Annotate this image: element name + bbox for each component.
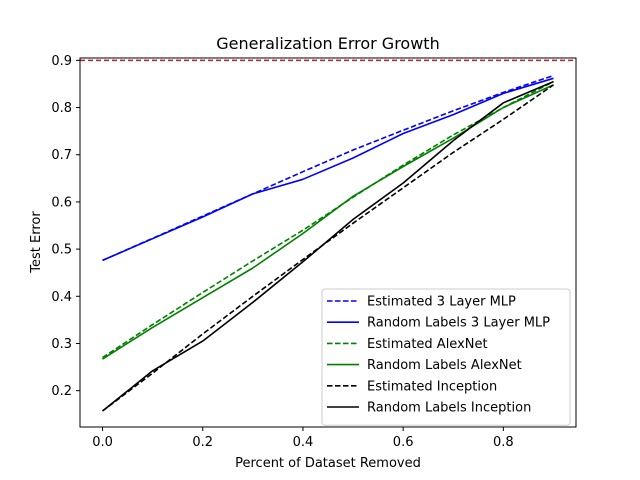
- y-axis: 0.2 0.3 0.4 0.5 0.6 0.7 0.8 0.9: [51, 54, 80, 399]
- chart-title: Generalization Error Growth: [216, 34, 439, 53]
- x-tick-label: 0.8: [493, 435, 514, 450]
- x-axis-label: Percent of Dataset Removed: [235, 456, 421, 471]
- x-tick-label: 0.2: [192, 435, 213, 450]
- x-tick-label: 0.6: [393, 435, 414, 450]
- series-line-4: [102, 84, 554, 360]
- legend-label: Estimated AlexNet: [367, 337, 488, 352]
- x-axis: 0.0 0.2 0.4 0.6 0.8: [92, 427, 514, 450]
- axes-frame: [79, 57, 577, 428]
- x-tick-label: 0.0: [92, 435, 113, 450]
- legend-label: Estimated Inception: [367, 379, 497, 394]
- y-tick-label: 0.2: [51, 384, 72, 399]
- legend-label: Random Labels Inception: [367, 401, 531, 416]
- legend-label: Random Labels AlexNet: [367, 358, 522, 373]
- y-tick-label: 0.6: [51, 195, 72, 210]
- plot-area: [80, 59, 576, 412]
- legend-label: Estimated 3 Layer MLP: [367, 295, 516, 310]
- x-tick-label: 0.4: [293, 435, 314, 450]
- legend-label: Random Labels 3 Layer MLP: [367, 316, 550, 331]
- legend: Estimated 3 Layer MLP Random Labels 3 Lay…: [321, 288, 571, 426]
- y-tick-label: 0.8: [51, 101, 72, 116]
- y-axis-label: Test Error: [29, 211, 44, 274]
- y-tick-label: 0.9: [51, 54, 72, 69]
- y-tick-label: 0.7: [51, 148, 72, 163]
- series-line-6: [101, 80, 554, 412]
- y-tick-label: 0.3: [51, 337, 72, 352]
- y-tick-label: 0.5: [51, 243, 72, 258]
- legend-box: [321, 288, 571, 426]
- y-tick-label: 0.4: [51, 290, 72, 305]
- series-line-2: [102, 77, 554, 262]
